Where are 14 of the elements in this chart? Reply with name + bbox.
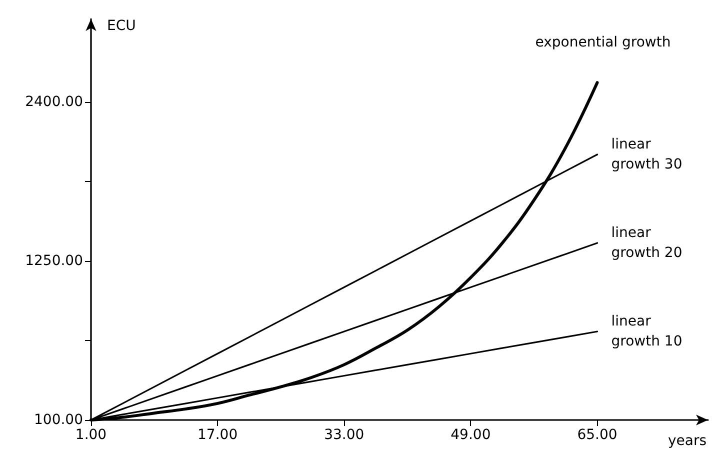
- y-tick-label: 1250.00: [25, 252, 83, 269]
- y-tick-label: 100.00: [34, 412, 83, 428]
- series-label: linear growth 10: [611, 314, 682, 350]
- x-tick-label: 33.00: [324, 427, 364, 443]
- x-tick-label: 17.00: [198, 427, 238, 443]
- x-tick-label: 49.00: [450, 427, 491, 443]
- series-label: linear growth 20: [611, 225, 682, 262]
- text: exponential growth: [535, 34, 671, 51]
- series-label: linear growth 30: [611, 136, 682, 173]
- x-tick-label: 65.00: [577, 427, 618, 443]
- x-tick-label: 1.00: [75, 427, 107, 443]
- y-tick-label: 2400.00: [25, 94, 83, 110]
- y-axis-title: ECU: [107, 18, 136, 34]
- x-axis-title: years: [668, 433, 707, 449]
